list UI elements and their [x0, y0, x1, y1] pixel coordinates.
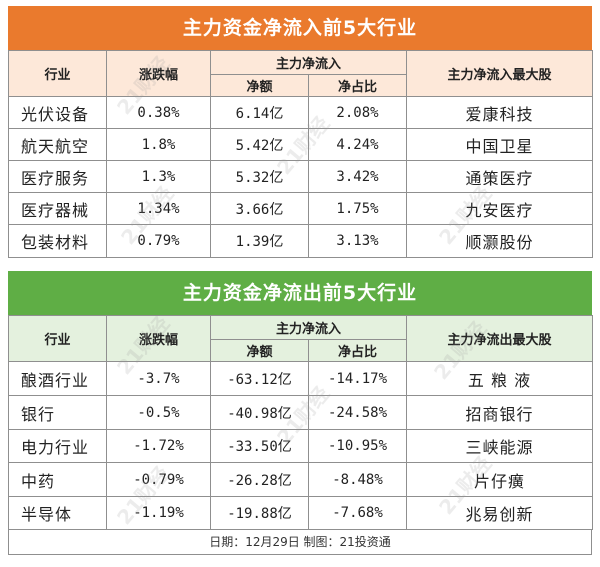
ratio-cell: 2.08%: [307, 96, 408, 129]
table-row: 电力行业 -1.72% -33.50亿 -10.95% 三峡能源: [8, 429, 594, 463]
ratio-cell: -24.58%: [307, 395, 408, 430]
industry-cell: 包装材料: [8, 224, 107, 258]
net-cell: 5.32亿: [210, 160, 309, 193]
industry-cell: 半导体: [8, 496, 107, 530]
net-cell: -19.88亿: [210, 496, 309, 530]
change-cell: -1.19%: [106, 496, 211, 530]
header-top-stock: 主力净流入最大股: [406, 50, 594, 97]
change-cell: 0.79%: [106, 224, 211, 258]
stock-cell: 兆易创新: [406, 496, 594, 530]
change-cell: -3.7%: [106, 361, 211, 396]
header-main-inflow: 主力净流入: [209, 50, 408, 75]
stock-cell: 中国卫星: [406, 128, 594, 161]
industry-cell: 电力行业: [8, 429, 107, 463]
inflow-subheader-row: 净额 净占比: [9, 74, 593, 97]
change-cell: -1.72%: [106, 429, 211, 463]
table-row: 医疗器械 1.34% 3.66亿 1.75% 九安医疗: [8, 192, 594, 225]
ratio-cell: -8.48%: [307, 462, 408, 497]
stock-cell: 九安医疗: [406, 192, 594, 225]
header-net: 净额: [210, 339, 309, 362]
change-cell: 0.38%: [106, 96, 211, 129]
ratio-cell: 3.13%: [307, 224, 408, 258]
industry-cell: 银行: [8, 395, 107, 430]
net-cell: -26.28亿: [210, 462, 309, 497]
table-row: 航天航空 1.8% 5.42亿 4.24% 中国卫星: [8, 128, 594, 161]
stock-cell: 爱康科技: [406, 96, 594, 129]
table-row: 中药 -0.79% -26.28亿 -8.48% 片仔癀: [8, 462, 594, 497]
stock-cell: 片仔癀: [406, 462, 594, 497]
outflow-table: 行业 涨跌幅 主力净流入 主力净流出最大股 净额 净占比 酿酒行业 -3.7% …: [8, 315, 594, 530]
stock-cell: 顺灏股份: [406, 224, 594, 258]
stock-cell: 通策医疗: [406, 160, 594, 193]
table-row: 医疗服务 1.3% 5.32亿 3.42% 通策医疗: [8, 160, 594, 193]
ratio-cell: -7.68%: [307, 496, 408, 530]
net-cell: -40.98亿: [210, 395, 309, 430]
net-cell: 6.14亿: [210, 96, 309, 129]
outflow-title: 主力资金净流出前5大行业: [8, 271, 592, 315]
header-change: 涨跌幅: [106, 50, 211, 97]
header-net: 净额: [210, 74, 309, 97]
industry-cell: 医疗服务: [8, 160, 107, 193]
outflow-header-row: 行业 涨跌幅 主力净流入 主力净流出最大股: [8, 315, 594, 362]
header-top-stock: 主力净流出最大股: [406, 315, 594, 362]
footer-credit: 日期：12月29日 制图：21投资通: [8, 529, 592, 555]
header-main-inflow: 主力净流入: [209, 315, 408, 340]
header-industry: 行业: [8, 315, 107, 362]
ratio-cell: -10.95%: [307, 429, 408, 463]
inflow-table: 行业 涨跌幅 主力净流入 主力净流入最大股 净额 净占比 光伏设备 0.38% …: [8, 50, 594, 258]
table-row: 酿酒行业 -3.7% -63.12亿 -14.17% 五 粮 液: [8, 361, 594, 396]
change-cell: -0.5%: [106, 395, 211, 430]
change-cell: -0.79%: [106, 462, 211, 497]
change-cell: 1.3%: [106, 160, 211, 193]
inflow-header-row: 行业 涨跌幅 主力净流入 主力净流入最大股: [8, 50, 594, 97]
net-cell: 1.39亿: [210, 224, 309, 258]
ratio-cell: -14.17%: [307, 361, 408, 396]
inflow-title: 主力资金净流入前5大行业: [8, 6, 592, 50]
table-row: 包装材料 0.79% 1.39亿 3.13% 顺灏股份: [8, 224, 594, 258]
table-row: 银行 -0.5% -40.98亿 -24.58% 招商银行: [8, 395, 594, 430]
header-change: 涨跌幅: [106, 315, 211, 362]
ratio-cell: 3.42%: [307, 160, 408, 193]
change-cell: 1.34%: [106, 192, 211, 225]
stock-cell: 招商银行: [406, 395, 594, 430]
industry-cell: 医疗器械: [8, 192, 107, 225]
net-cell: -63.12亿: [210, 361, 309, 396]
industry-cell: 酿酒行业: [8, 361, 107, 396]
header-ratio: 净占比: [307, 74, 408, 97]
table-row: 半导体 -1.19% -19.88亿 -7.68% 兆易创新: [8, 496, 594, 530]
header-industry: 行业: [8, 50, 107, 97]
net-cell: 5.42亿: [210, 128, 309, 161]
net-cell: 3.66亿: [210, 192, 309, 225]
header-ratio: 净占比: [307, 339, 408, 362]
industry-cell: 光伏设备: [8, 96, 107, 129]
outflow-subheader-row: 净额 净占比: [9, 339, 593, 362]
net-cell: -33.50亿: [210, 429, 309, 463]
ratio-cell: 4.24%: [307, 128, 408, 161]
table-row: 光伏设备 0.38% 6.14亿 2.08% 爱康科技: [8, 96, 594, 129]
change-cell: 1.8%: [106, 128, 211, 161]
ratio-cell: 1.75%: [307, 192, 408, 225]
stock-cell: 三峡能源: [406, 429, 594, 463]
stock-cell: 五 粮 液: [406, 361, 594, 396]
industry-cell: 航天航空: [8, 128, 107, 161]
industry-cell: 中药: [8, 462, 107, 497]
